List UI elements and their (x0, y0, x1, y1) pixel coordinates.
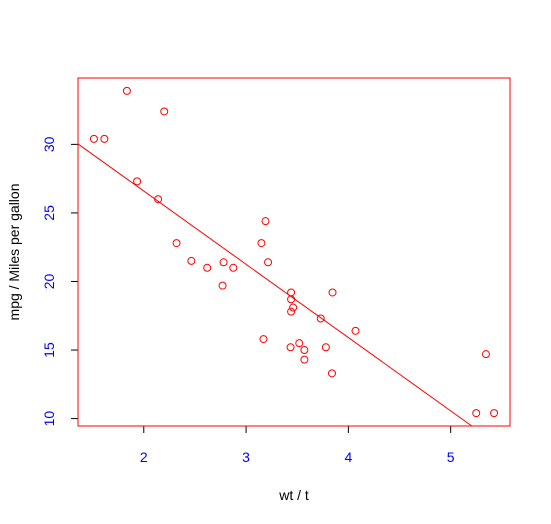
point (295, 339, 304, 348)
point (160, 107, 169, 116)
point (89, 134, 98, 143)
point (172, 239, 181, 248)
point (316, 314, 325, 323)
point (328, 288, 337, 297)
point (264, 258, 273, 267)
point (100, 134, 109, 143)
point (133, 177, 142, 186)
point (257, 239, 266, 248)
point (203, 263, 212, 272)
y-tick-label: 25 (41, 205, 57, 221)
point (287, 307, 296, 316)
point (351, 326, 360, 335)
point (286, 343, 295, 352)
y-axis-label: mpg / Miles per gallon (6, 184, 22, 321)
point (300, 355, 309, 364)
point (229, 263, 238, 272)
point (261, 217, 270, 226)
point (218, 281, 227, 290)
point (122, 86, 131, 95)
point (187, 256, 196, 265)
point (490, 409, 499, 418)
point (219, 258, 228, 267)
y-tick-label: 30 (41, 136, 57, 152)
point (328, 369, 337, 378)
plot-box (77, 77, 511, 427)
x-axis-label: wt / t (278, 487, 309, 503)
point (472, 409, 481, 418)
x-tick-label: 2 (140, 449, 148, 465)
x-tick-label: 4 (344, 449, 352, 465)
x-tick-label: 5 (447, 449, 455, 465)
x-tick-label: 3 (242, 449, 250, 465)
y-tick-label: 10 (41, 411, 57, 427)
y-tick-label: 15 (41, 342, 57, 358)
point (300, 346, 309, 355)
regression-line (77, 143, 473, 427)
point (481, 350, 490, 359)
point (259, 335, 268, 344)
point (289, 303, 298, 312)
y-tick-label: 20 (41, 273, 57, 289)
point (321, 343, 330, 352)
